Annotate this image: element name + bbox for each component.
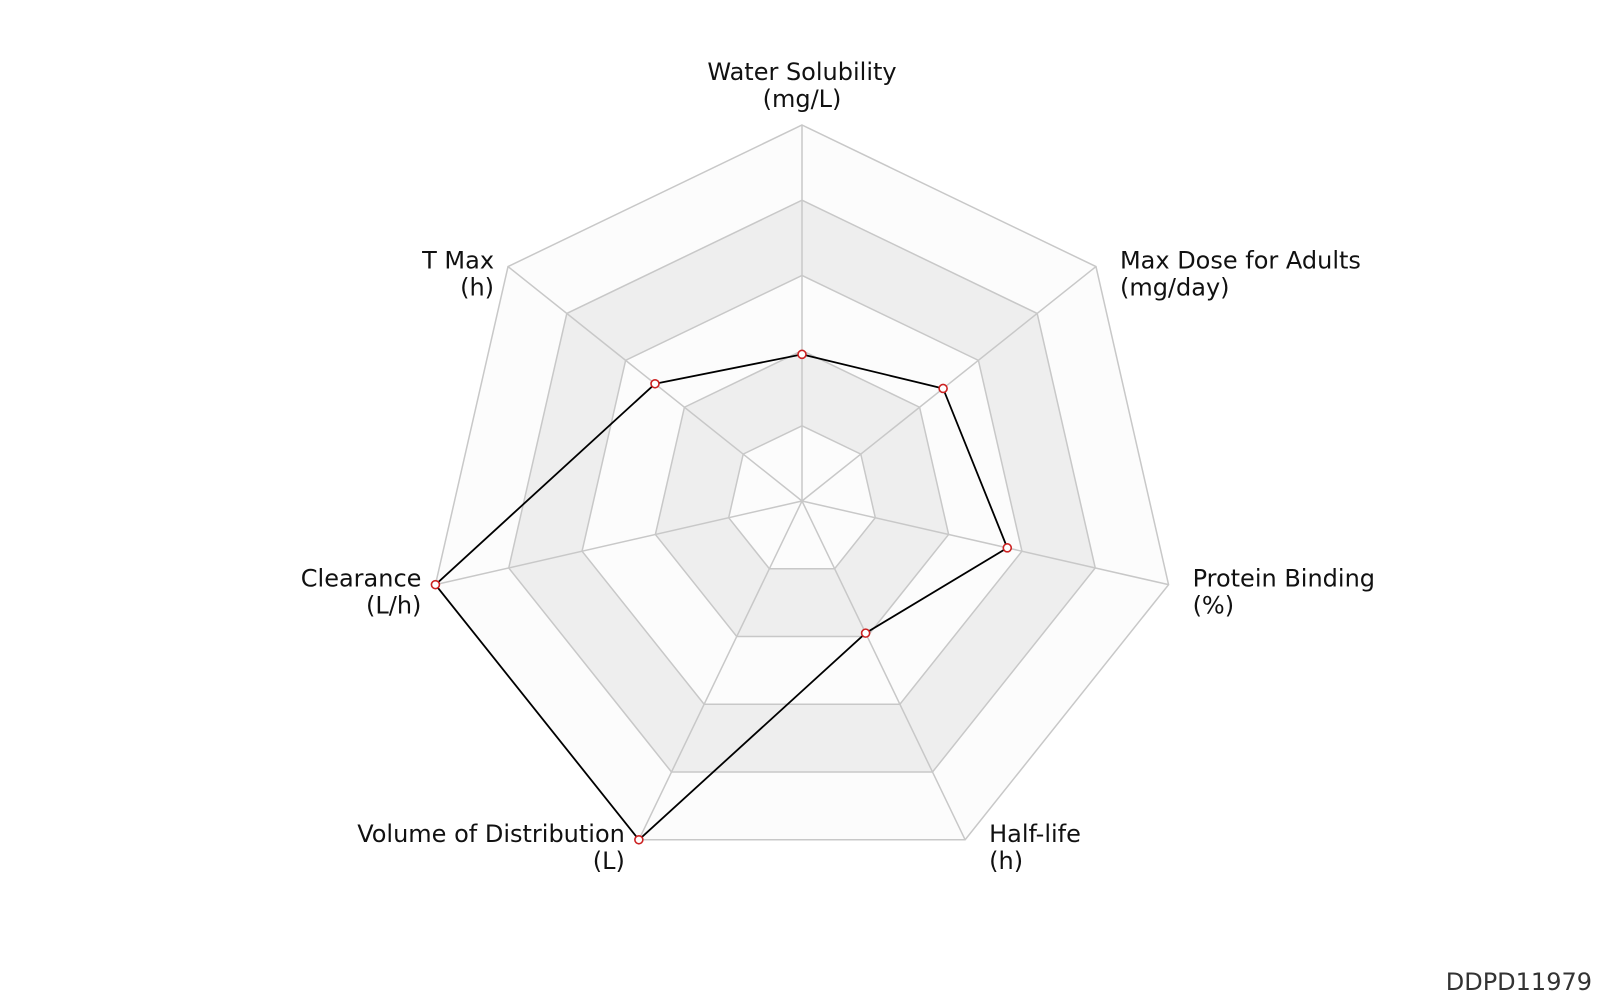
axis-unit: (mg/L) <box>763 85 842 113</box>
series-line <box>434 353 1009 842</box>
axis-label-group: T Max(h) <box>421 247 494 302</box>
axis-label: T Max <box>421 247 494 275</box>
axis-label-group: Water Solubility(mg/L) <box>707 58 896 113</box>
axis-spoke <box>435 500 803 586</box>
axis-label: Protein Binding <box>1193 565 1375 593</box>
axis-spoke <box>801 500 1169 586</box>
data-point <box>634 834 644 845</box>
axis-spoke <box>801 265 1097 502</box>
data-point <box>860 628 871 638</box>
axis-unit: (L) <box>593 847 625 875</box>
data-point <box>1002 543 1013 553</box>
chart-id: DDPD11979 <box>1445 968 1592 996</box>
axis-label: Max Dose for Adults <box>1120 247 1361 275</box>
axis-spoke <box>638 500 803 841</box>
series-layer <box>430 349 1013 845</box>
data-point <box>938 383 948 394</box>
axis-label-group: Max Dose for Adults(mg/day) <box>1120 247 1361 302</box>
axis-label-group: Clearance(L/h) <box>301 565 422 620</box>
axis-unit: (%) <box>1193 592 1235 620</box>
axis-labels: Water Solubility(mg/L) Max Dose for Adult… <box>301 58 1375 875</box>
data-point <box>797 349 807 360</box>
axis-label-group: Protein Binding(%) <box>1193 565 1375 620</box>
axis-spokes <box>435 125 1169 841</box>
data-point <box>430 579 441 590</box>
axis-unit: (L/h) <box>366 592 421 620</box>
axis-unit: (h) <box>989 847 1023 875</box>
data-point <box>650 378 660 389</box>
axis-label-group: Volume of Distribution(L) <box>357 820 625 875</box>
axis-spoke <box>801 500 966 841</box>
axis-label: Clearance <box>301 565 422 593</box>
axis-label: Volume of Distribution <box>357 820 625 848</box>
axis-label: Water Solubility <box>707 58 896 86</box>
axis-unit: (h) <box>460 274 494 302</box>
axis-label: Half-life <box>989 820 1081 848</box>
axis-unit: (mg/day) <box>1120 274 1230 302</box>
axis-label-group: Half-life(h) <box>989 820 1081 875</box>
